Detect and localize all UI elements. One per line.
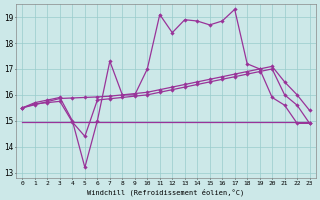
X-axis label: Windchill (Refroidissement éolien,°C): Windchill (Refroidissement éolien,°C) (87, 188, 244, 196)
